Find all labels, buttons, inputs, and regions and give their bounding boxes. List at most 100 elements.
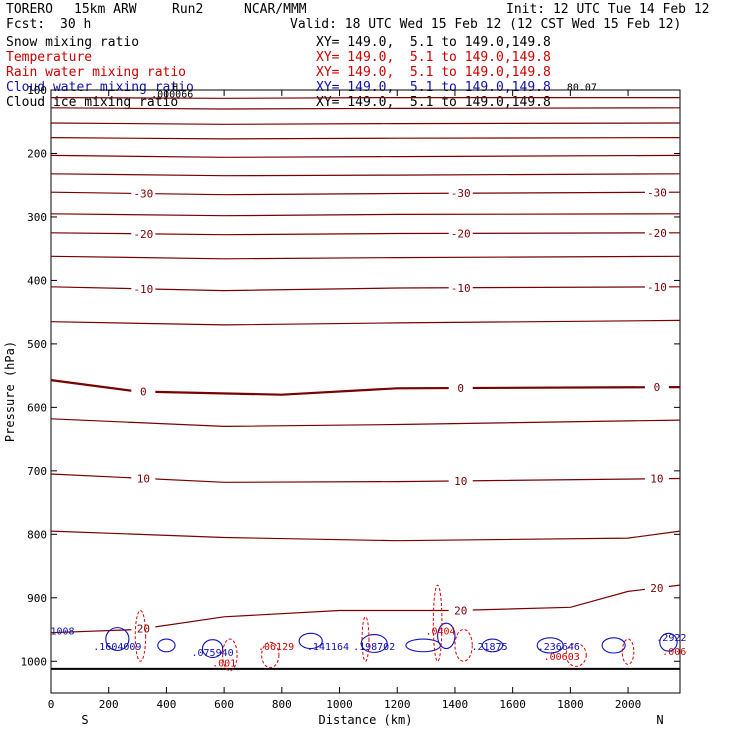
isotherm-label-bg [131, 472, 156, 485]
isotherm-line [50, 255, 681, 260]
value-annotation: H [172, 83, 178, 94]
value-annotation: .21875 [472, 642, 508, 653]
isotherm-label-bg [131, 227, 156, 240]
isotherm-label-bg [131, 385, 156, 398]
x-tick-label: 200 [99, 698, 119, 711]
isotherm-label: 10 [650, 473, 663, 486]
cloud-water-contour [481, 638, 504, 653]
isotherm-label: 0 [654, 381, 661, 394]
rain-water-contours [134, 584, 635, 672]
y-tick-label: 100 [27, 84, 47, 97]
cloud-water-contour [536, 637, 564, 654]
isotherm-label-bg [131, 187, 156, 200]
valid-time: Valid: 18 UTC Wed 15 Feb 12 (12 CST Wed … [290, 17, 682, 32]
model-org: NCAR/MMM [244, 2, 307, 17]
legend-xy-rain: XY= 149.0, 5.1 to 149.0,149.8 [316, 65, 551, 80]
value-annotation: .006 [662, 647, 686, 658]
value-annotation: .198702 [353, 642, 395, 653]
legend-xy-temperature: XY= 149.0, 5.1 to 149.0,149.8 [316, 50, 551, 65]
x-tick-label: 2000 [615, 698, 642, 711]
y-tick-label: 900 [27, 592, 47, 605]
cloud-water-contour [659, 632, 678, 652]
rain-water-contour [432, 584, 443, 662]
cloud-water-contour [298, 632, 323, 650]
isotherm-label: -10 [647, 281, 667, 294]
cloud-water-contours [105, 622, 678, 659]
isotherm-label-bg [448, 474, 473, 487]
legend-name-rain: Rain water mixing ratio [6, 65, 187, 80]
cloud-water-contour [201, 639, 224, 659]
rain-water-contour [361, 616, 370, 662]
isotherm-line [50, 530, 681, 542]
isotherm-label-bg [131, 282, 156, 295]
isotherm-label-bg [448, 604, 473, 617]
legend-xy-cloud-ice: XY= 149.0, 5.1 to 149.0,149.8 [316, 95, 551, 110]
isotherm-label: 20 [454, 604, 467, 617]
isotherm-label: 20 [650, 582, 663, 595]
isotherm-label: -30 [647, 186, 667, 199]
y-tick-label: 400 [27, 274, 47, 287]
x-tick-label: 1600 [499, 698, 526, 711]
x-tick-label: 1200 [384, 698, 411, 711]
value-annotation: .001 [212, 658, 236, 669]
legend-xy-snow: XY= 149.0, 5.1 to 149.0,149.8 [316, 35, 551, 50]
y-tick-label: 1000 [21, 655, 48, 668]
value-annotation: .00603 [544, 652, 580, 663]
cloud-water-contour [437, 622, 456, 650]
forecast-hour: 30 h [60, 17, 92, 32]
plot-border [50, 89, 681, 694]
isotherm-label: 20 [137, 623, 150, 636]
isotherm-line [50, 107, 681, 110]
isotherm-label: 0 [140, 386, 147, 399]
y-tick-label: 200 [27, 147, 47, 160]
isotherm-layer: -30 -30 -30 -20 -20 -20 -10 -10 -10 0 0 0 10 10 10 20 20… [50, 96, 681, 636]
model-run: Run2 [172, 2, 204, 17]
y-tick-label: 700 [27, 465, 47, 478]
value-annotation: 1008 [50, 627, 74, 638]
isotherm-label-bg [644, 280, 669, 293]
model-name: TORERO [6, 2, 53, 17]
value-annotation: .075940 [191, 648, 233, 659]
value-annotation: .2922 [656, 633, 686, 644]
rain-water-contour [134, 609, 147, 662]
x-tick-label: 800 [272, 698, 292, 711]
isotherm-label: -20 [647, 227, 667, 240]
isotherm-label-bg [644, 186, 669, 199]
value-annotation: .06129 [258, 642, 294, 653]
value-annotation: .000066 [151, 90, 193, 101]
legend-name-cloud-ice: Cloud ice mixing ratio [6, 95, 179, 110]
isotherm-label-bg [448, 227, 473, 240]
isotherm-label: -20 [451, 227, 471, 240]
y-tick-label: 600 [27, 401, 47, 414]
x-tick-label: 400 [156, 698, 176, 711]
cloud-water-contour [405, 638, 442, 653]
y-tick-label: 500 [27, 338, 47, 351]
isotherm-label-bg [131, 622, 156, 635]
isotherm-label-bg [448, 187, 473, 200]
legend-name-cloud-water: Cloud water mixing ratio [6, 80, 194, 95]
y-tick-label: 800 [27, 528, 47, 541]
x-tick-label: 1400 [442, 698, 469, 711]
isotherm-line [50, 137, 681, 140]
isotherm-label: -10 [133, 283, 153, 296]
north-label: N [656, 713, 663, 727]
cloud-water-contour [601, 637, 626, 654]
isotherm-line [50, 154, 681, 158]
value-annotation: .0404 [425, 627, 455, 638]
cloud-water-contour [105, 627, 130, 652]
isotherm-line [50, 213, 681, 217]
rain-water-contour [222, 638, 238, 672]
isotherm-label: 0 [457, 382, 464, 395]
south-label: S [81, 713, 88, 727]
isotherm-line [50, 379, 681, 396]
init-time: Init: 12 UTC Tue 14 Feb 12 [506, 2, 710, 17]
cloud-water-contour [157, 638, 176, 653]
value-annotation: .141164 [307, 642, 349, 653]
isotherm-label-bg [448, 382, 473, 395]
isotherm-line [50, 122, 681, 125]
isotherm-label: -10 [451, 282, 471, 295]
isotherm-label-bg [448, 281, 473, 294]
isotherm-line [50, 319, 681, 326]
